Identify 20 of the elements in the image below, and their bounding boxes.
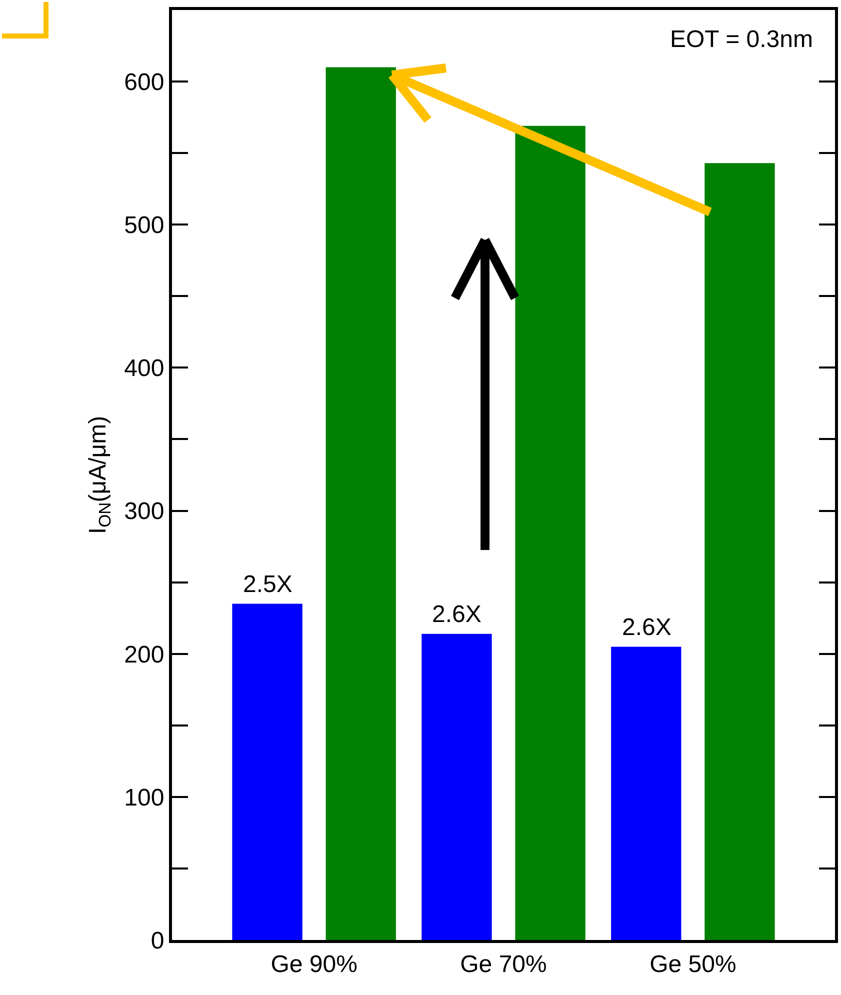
y-tick-label: 300 (124, 498, 164, 526)
y-tick-label: 400 (124, 355, 164, 382)
annotation: 2.6X (432, 601, 482, 628)
bar (326, 67, 396, 940)
y-tick-label: 100 (124, 784, 164, 812)
x-tick-label: Ge 70% (460, 950, 547, 978)
bar (704, 163, 775, 940)
bar (611, 646, 682, 940)
annotation: 2.5X (243, 571, 292, 598)
annotation: EOT = 0.3nm (670, 26, 813, 53)
bar (232, 604, 302, 940)
bar (422, 634, 492, 940)
y-tick-label: 200 (124, 641, 164, 668)
y-tick-label: 500 (124, 212, 164, 240)
x-tick-label: Ge 50% (650, 950, 736, 978)
annotation: 2.6X (622, 614, 672, 641)
bar (515, 126, 586, 940)
y-tick-label: 0 (150, 927, 164, 954)
y-tick-label: 600 (124, 68, 164, 96)
x-tick-label: Ge 90% (270, 950, 358, 978)
